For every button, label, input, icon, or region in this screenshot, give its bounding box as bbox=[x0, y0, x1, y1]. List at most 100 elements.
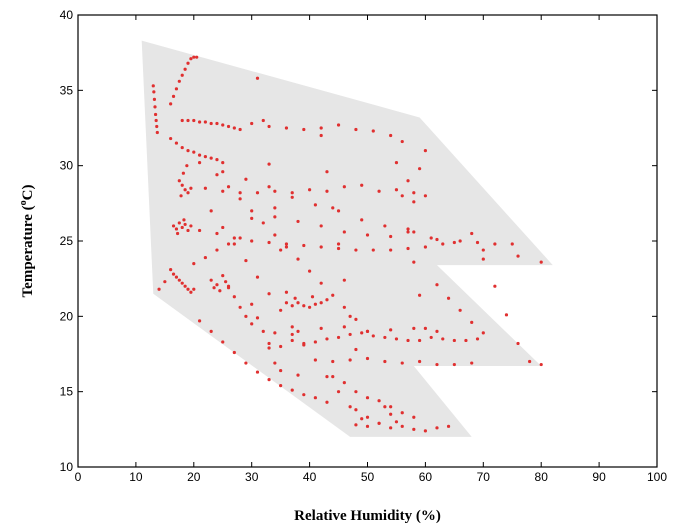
scatter-point bbox=[389, 405, 393, 409]
scatter-point bbox=[418, 338, 422, 343]
scatter-point bbox=[250, 209, 254, 213]
scatter-point bbox=[319, 245, 323, 249]
scatter-point bbox=[412, 427, 416, 431]
scatter-point bbox=[348, 314, 352, 318]
scatter-point bbox=[152, 97, 157, 101]
scatter-point bbox=[412, 415, 416, 419]
scatter-point bbox=[435, 329, 439, 333]
scatter-point bbox=[400, 194, 404, 198]
scatter-point bbox=[302, 127, 306, 132]
scatter-point bbox=[209, 156, 213, 160]
scatter-point bbox=[400, 411, 404, 415]
scatter-point bbox=[232, 295, 236, 299]
scatter-point bbox=[441, 337, 445, 341]
scatter-point bbox=[389, 133, 393, 138]
scatter-point bbox=[250, 239, 254, 243]
y-tick-label: 20 bbox=[60, 309, 74, 323]
scatter-point bbox=[232, 236, 236, 240]
scatter-point bbox=[290, 388, 294, 392]
scatter-point bbox=[389, 426, 393, 430]
scatter-point bbox=[319, 326, 323, 330]
scatter-point bbox=[182, 218, 186, 222]
scatter-point bbox=[284, 245, 289, 249]
scatter-point bbox=[342, 381, 346, 385]
scatter-point bbox=[446, 296, 451, 300]
scatter-point bbox=[183, 222, 187, 227]
scatter-point bbox=[394, 337, 399, 341]
x-tick-label: 40 bbox=[303, 470, 317, 484]
scatter-point bbox=[250, 216, 254, 220]
scatter-point bbox=[290, 332, 294, 337]
scatter-point bbox=[319, 224, 323, 228]
scatter-point bbox=[154, 118, 158, 123]
scatter-point bbox=[481, 331, 485, 335]
scatter-point bbox=[475, 240, 480, 245]
scatter-point bbox=[389, 328, 393, 332]
scatter-point bbox=[175, 231, 180, 236]
scatter-point bbox=[365, 356, 370, 361]
scatter-point bbox=[290, 195, 294, 199]
scatter-point bbox=[169, 136, 173, 141]
scatter-point bbox=[273, 361, 277, 365]
scatter-point bbox=[177, 179, 181, 183]
scatter-point bbox=[174, 275, 179, 279]
scatter-point bbox=[192, 55, 196, 59]
scatter-point bbox=[226, 242, 231, 246]
scatter-point bbox=[181, 171, 185, 175]
scatter-point bbox=[186, 228, 190, 233]
scatter-point bbox=[267, 341, 271, 346]
scatter-point bbox=[452, 362, 456, 367]
scatter-point bbox=[186, 118, 190, 123]
scatter-point bbox=[226, 185, 231, 189]
y-tick-label: 25 bbox=[60, 234, 74, 248]
scatter-point bbox=[470, 320, 474, 324]
scatter-point bbox=[394, 188, 399, 192]
scatter-point bbox=[215, 158, 219, 162]
scatter-point bbox=[308, 269, 312, 273]
y-axis-title-main: Temperature ( bbox=[20, 205, 36, 297]
scatter-point bbox=[400, 424, 404, 428]
scatter-point bbox=[155, 124, 159, 129]
scatter-point bbox=[354, 248, 358, 252]
scatter-point bbox=[325, 298, 329, 302]
scatter-point bbox=[464, 338, 468, 343]
scatter-point bbox=[429, 236, 433, 240]
scatter-point bbox=[174, 141, 179, 145]
scatter-point bbox=[183, 188, 187, 192]
x-tick-label: 60 bbox=[419, 470, 433, 484]
scatter-point bbox=[255, 316, 260, 320]
scatter-point bbox=[336, 335, 341, 340]
scatter-point bbox=[302, 393, 306, 397]
scatter-point bbox=[238, 197, 242, 201]
scatter-point bbox=[284, 242, 289, 246]
scatter-point bbox=[255, 191, 260, 195]
scatter-point bbox=[197, 228, 202, 233]
scatter-point bbox=[383, 224, 387, 228]
scatter-point bbox=[354, 347, 358, 352]
scatter-point bbox=[423, 429, 427, 433]
scatter-point bbox=[310, 295, 315, 299]
scatter-point bbox=[215, 248, 219, 252]
scatter-point bbox=[325, 170, 329, 174]
scatter-point bbox=[319, 301, 323, 305]
scatter-point bbox=[313, 302, 317, 306]
scatter-point bbox=[238, 191, 242, 195]
scatter-point bbox=[186, 149, 190, 153]
scatter-point bbox=[152, 90, 156, 94]
scatter-point bbox=[371, 248, 375, 252]
scatter-point bbox=[180, 118, 184, 123]
scatter-point bbox=[371, 129, 375, 133]
scatter-point bbox=[171, 272, 176, 276]
scatter-point bbox=[209, 209, 213, 213]
scatter-point bbox=[389, 412, 393, 416]
scatter-point bbox=[383, 335, 387, 340]
scatter-point bbox=[348, 405, 352, 409]
data-region-fill bbox=[141, 40, 553, 437]
y-axis-title-sup: o bbox=[18, 200, 29, 205]
scatter-point bbox=[290, 191, 294, 195]
scatter-point bbox=[313, 358, 317, 362]
scatter-point bbox=[157, 287, 161, 291]
scatter-point bbox=[177, 278, 181, 282]
scatter-point bbox=[232, 242, 236, 246]
scatter-point bbox=[423, 245, 427, 249]
